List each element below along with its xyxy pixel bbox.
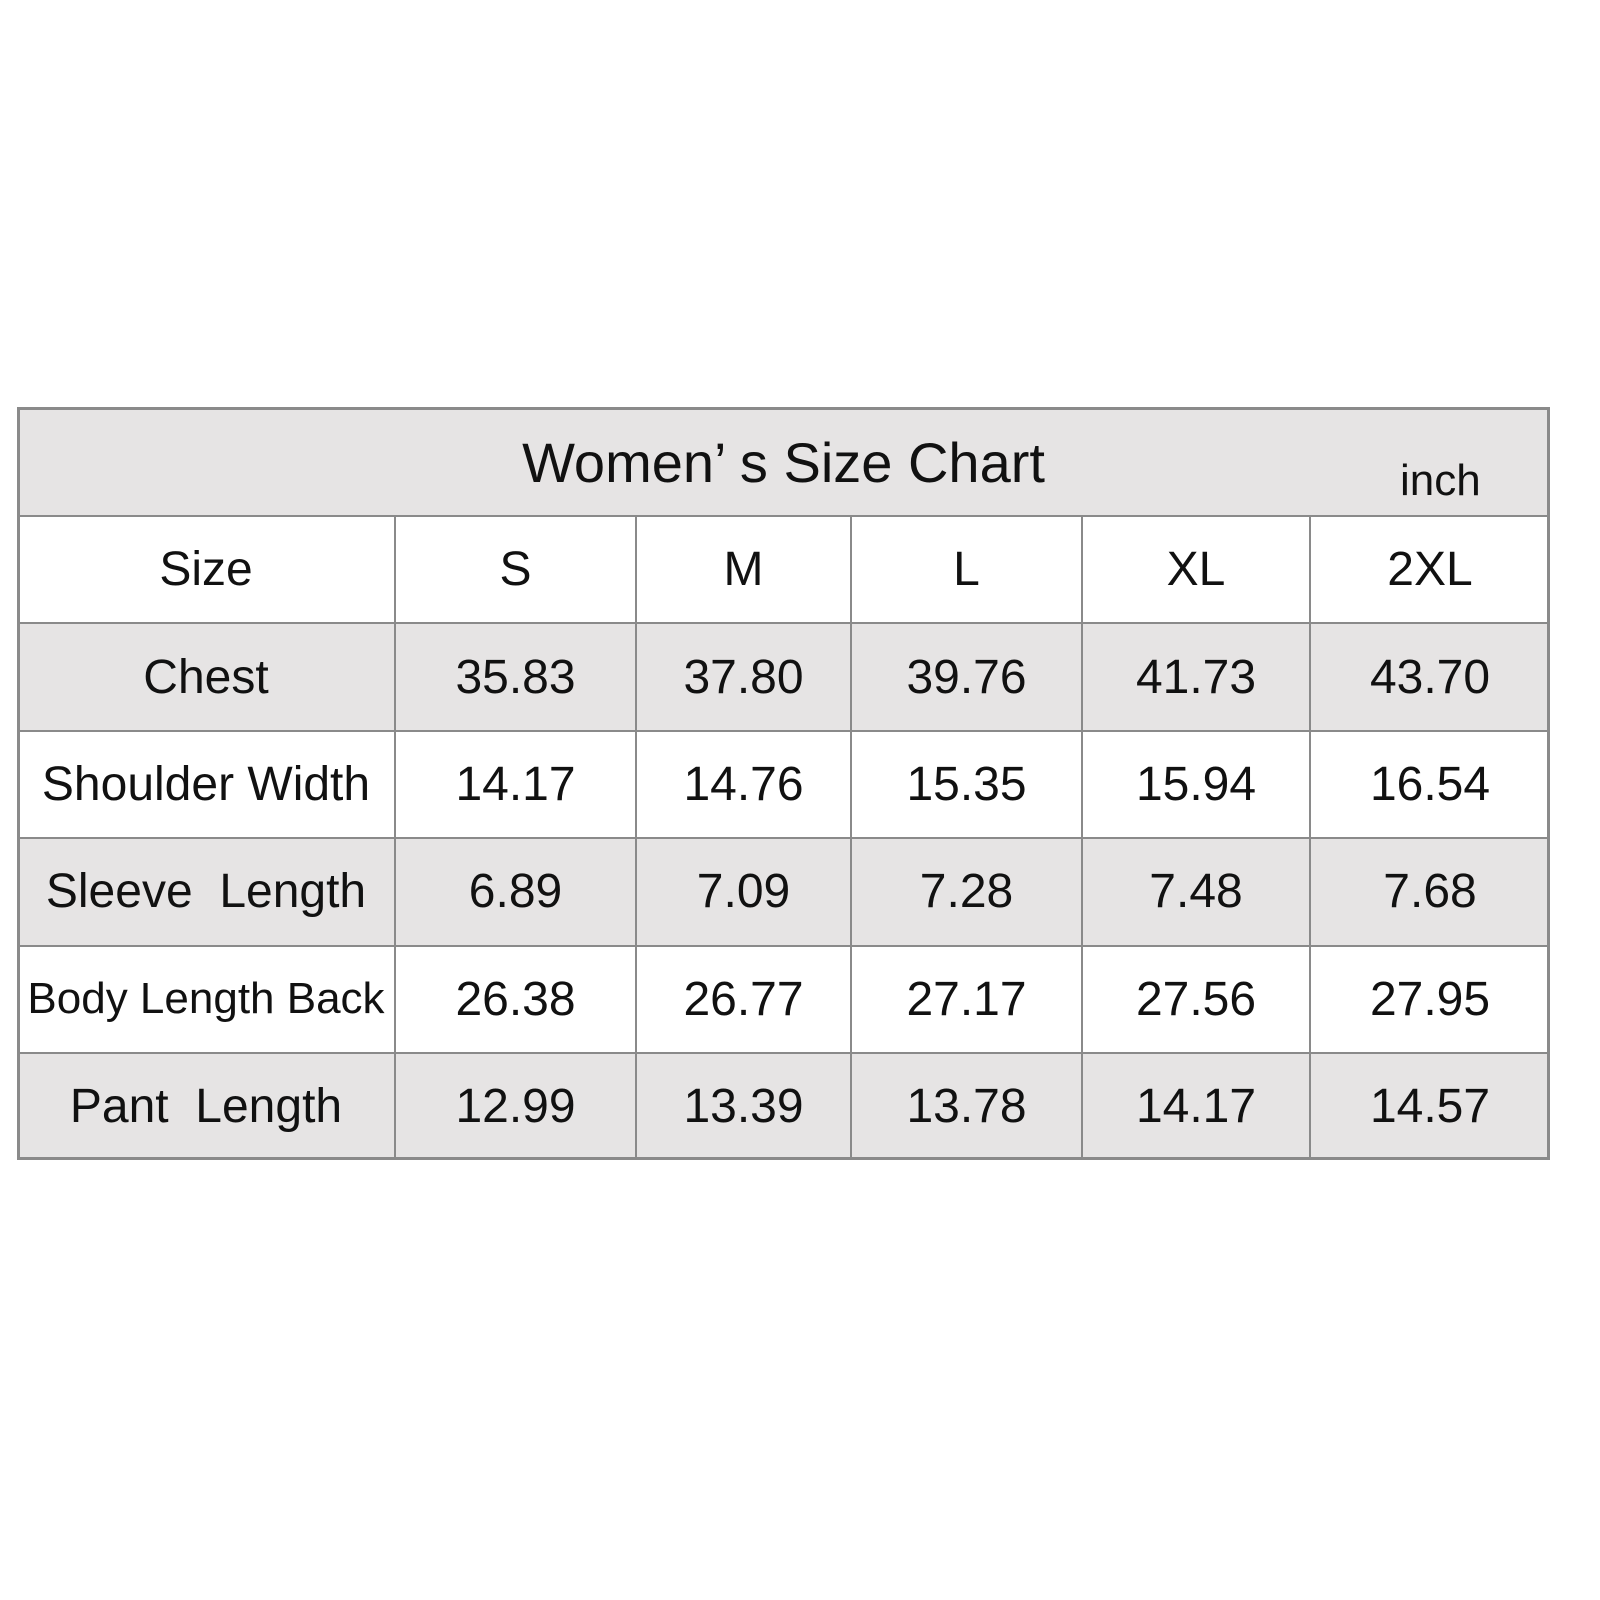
title-row: Women’ s Size Chart inch [17, 407, 1550, 516]
row-label: Sleeve Length [17, 838, 395, 946]
size-header: 2XL [1310, 516, 1550, 624]
measurement: 37.80 [636, 623, 851, 731]
measurement: 27.56 [1082, 945, 1310, 1053]
measurement: 15.35 [851, 730, 1082, 839]
measurement: 26.38 [395, 945, 636, 1053]
measurement: 16.54 [1310, 730, 1550, 839]
measurement: 6.89 [395, 838, 636, 946]
measurement: 7.28 [851, 838, 1082, 946]
row-label: Body Length Back [17, 945, 395, 1053]
measurement: 13.39 [636, 1053, 851, 1161]
measurement: 35.83 [395, 623, 636, 731]
measurement: 7.68 [1310, 838, 1550, 946]
size-header: XL [1082, 516, 1310, 624]
measurement: 14.57 [1310, 1053, 1550, 1161]
measurement: 7.48 [1082, 838, 1310, 946]
measurement: 12.99 [395, 1053, 636, 1161]
size-header: M [636, 516, 851, 624]
measurement: 14.17 [1082, 1053, 1310, 1161]
unit: inch [1400, 456, 1481, 505]
measurement: 26.77 [636, 945, 851, 1053]
measurement: 39.76 [851, 623, 1082, 731]
measurement: 27.17 [851, 945, 1082, 1053]
size-header: S [395, 516, 636, 624]
measurement: 7.09 [636, 838, 851, 946]
measurement: 14.17 [395, 730, 636, 839]
title: Women’ s Size Chart [522, 431, 1045, 494]
row-label: Chest [17, 623, 395, 731]
measurement: 27.95 [1310, 945, 1550, 1053]
measurement: 15.94 [1082, 730, 1310, 839]
measurement: 14.76 [636, 730, 851, 839]
row-label: Shoulder Width [17, 730, 395, 839]
measurement: 41.73 [1082, 623, 1310, 731]
row-label: Pant Length [17, 1053, 395, 1161]
measurement: 13.78 [851, 1053, 1082, 1161]
header-label: Size [17, 516, 395, 624]
measurement: 43.70 [1310, 623, 1550, 731]
size-header: L [851, 516, 1082, 624]
